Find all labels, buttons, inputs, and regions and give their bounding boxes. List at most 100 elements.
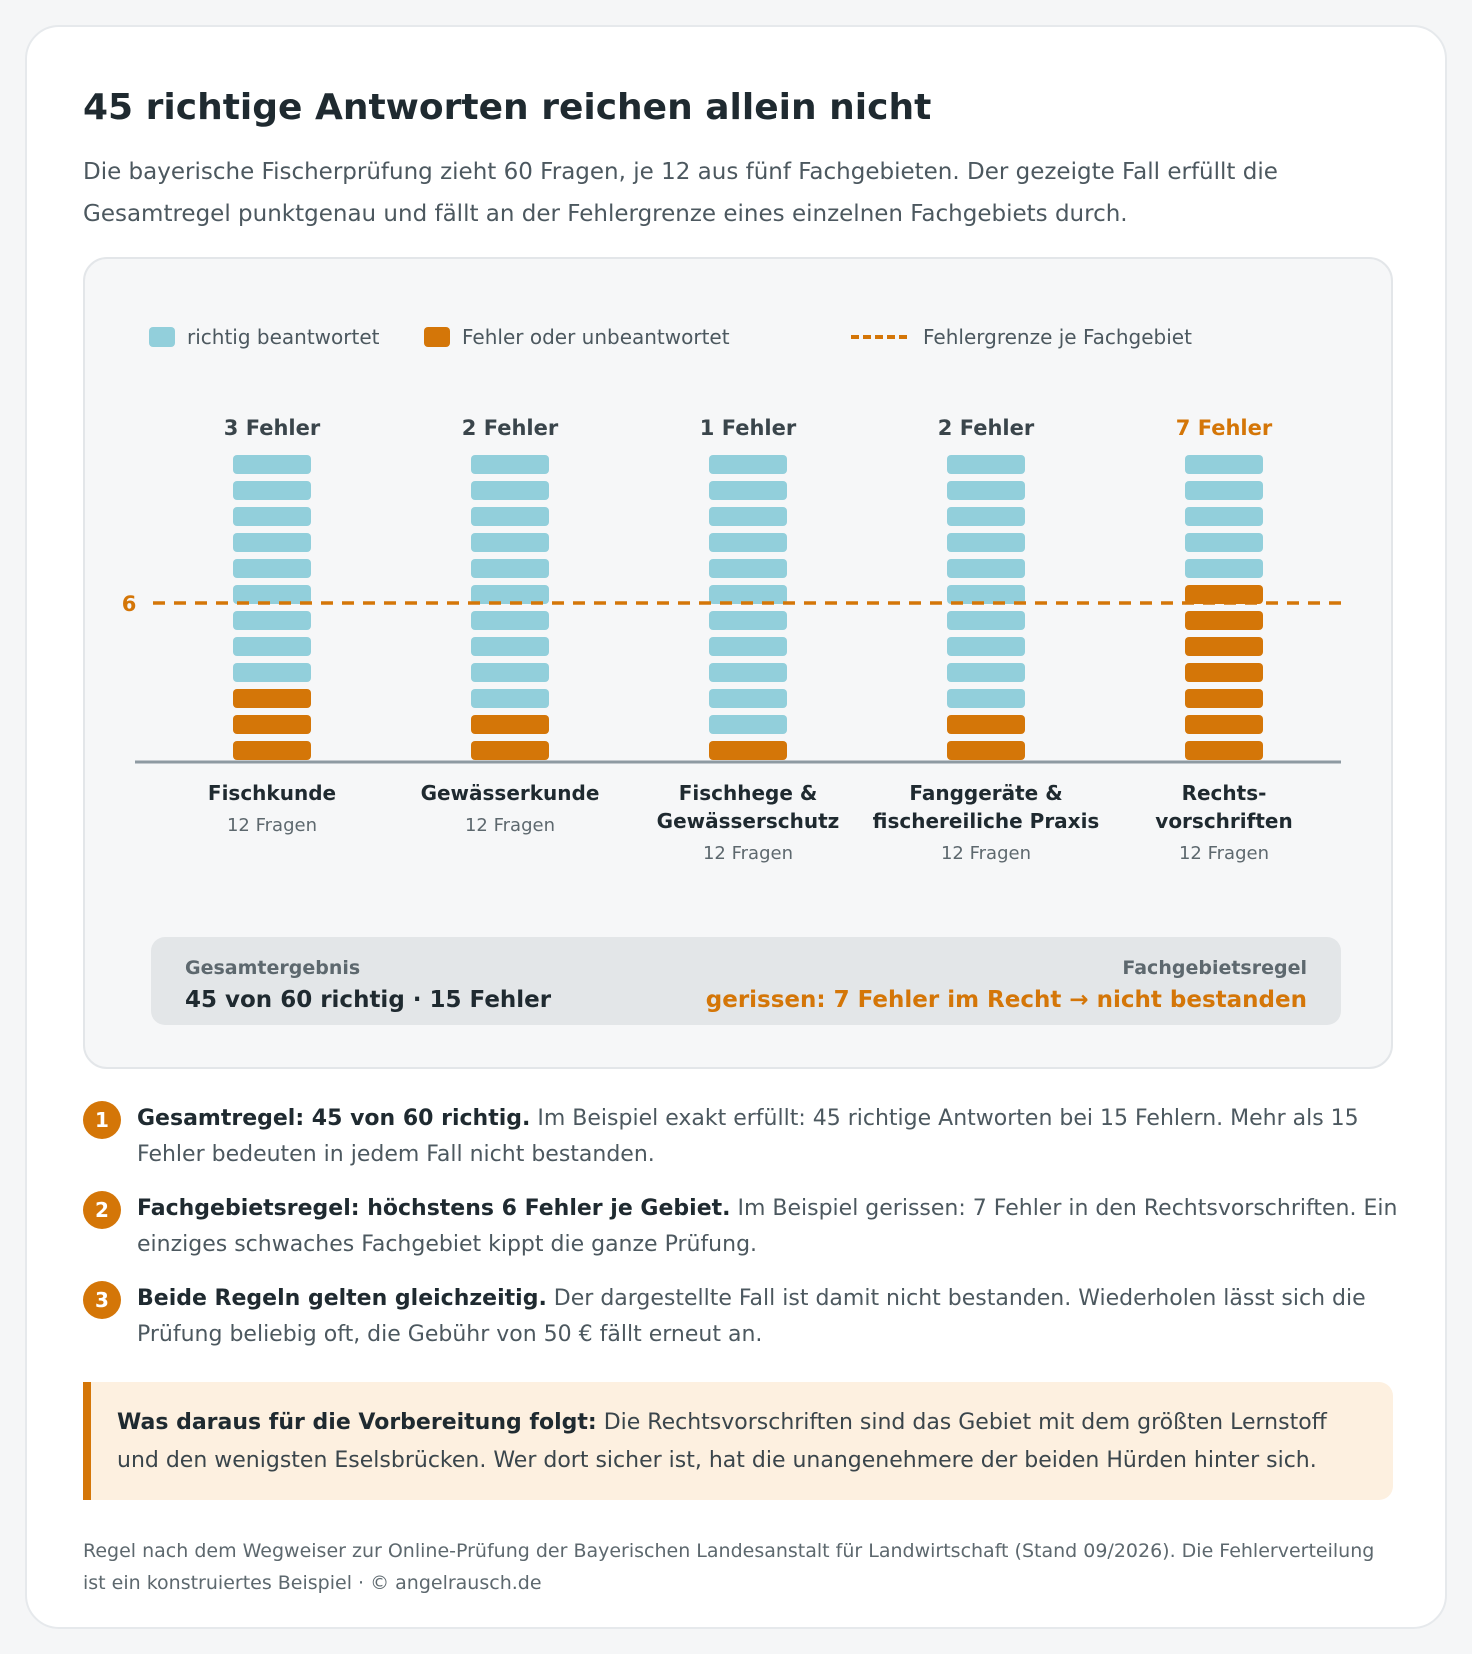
rule-item: 3 Beide Regeln gelten gleichzeitig. Der … xyxy=(83,1281,1403,1353)
correct-block xyxy=(947,559,1025,578)
correct-block xyxy=(1185,481,1263,500)
legend-swatch-correct xyxy=(149,327,175,347)
result-total: Gesamtergebnis 45 von 60 richtig · 15 Fe… xyxy=(185,955,551,1019)
correct-block xyxy=(947,455,1025,474)
error-block xyxy=(1185,715,1263,734)
result-rule: Fachgebietsregel gerissen: 7 Fehler im R… xyxy=(706,955,1307,1019)
infographic-card: 45 richtige Antworten reichen allein nic… xyxy=(25,25,1447,1629)
rule-number-badge: 3 xyxy=(83,1281,121,1319)
error-block xyxy=(1185,611,1263,630)
correct-block xyxy=(709,663,787,682)
correct-block xyxy=(233,663,311,682)
correct-block xyxy=(1185,455,1263,474)
rule-number-badge: 1 xyxy=(83,1101,121,1139)
correct-block xyxy=(471,455,549,474)
correct-block xyxy=(471,663,549,682)
correct-block xyxy=(709,715,787,734)
rule-text: Im Beispiel exakt erfüllt: 45 richtige A… xyxy=(137,1106,1359,1167)
correct-block xyxy=(709,689,787,708)
error-block xyxy=(233,715,311,734)
correct-block xyxy=(233,559,311,578)
category-label: Fischkunde xyxy=(208,781,336,805)
chart-legend: richtig beantwortet Fehler oder unbeantw… xyxy=(85,317,1391,357)
correct-block xyxy=(233,481,311,500)
correct-block xyxy=(947,585,1025,604)
correct-block xyxy=(233,637,311,656)
correct-block xyxy=(709,637,787,656)
correct-block xyxy=(233,585,311,604)
error-block xyxy=(233,741,311,760)
chart-panel: richtig beantwortet Fehler oder unbeantw… xyxy=(83,257,1393,1069)
error-block xyxy=(471,741,549,760)
correct-block xyxy=(709,481,787,500)
error-count-label: 2 Fehler xyxy=(462,416,559,440)
correct-block xyxy=(947,663,1025,682)
error-block xyxy=(947,741,1025,760)
correct-block xyxy=(471,637,549,656)
category-label: Gewässerschutz xyxy=(657,809,840,833)
correct-block xyxy=(709,611,787,630)
error-block xyxy=(709,741,787,760)
legend-label-correct: richtig beantwortet xyxy=(187,325,380,349)
category-sublabel: 12 Fragen xyxy=(465,815,555,836)
result-summary: Gesamtergebnis 45 von 60 richtig · 15 Fe… xyxy=(151,937,1341,1025)
correct-block xyxy=(471,533,549,552)
category-sublabel: 12 Fragen xyxy=(1179,843,1269,864)
legend-item-correct: richtig beantwortet xyxy=(149,317,379,357)
error-block xyxy=(233,689,311,708)
correct-block xyxy=(471,585,549,604)
correct-block xyxy=(947,481,1025,500)
legend-label-error: Fehler oder unbeantwortet xyxy=(462,325,730,349)
result-rule-value: gerissen: 7 Fehler im Recht → nicht best… xyxy=(705,987,1307,1013)
error-count-label: 3 Fehler xyxy=(224,416,321,440)
category-sublabel: 12 Fragen xyxy=(703,843,793,864)
rule-heading: Fachgebietsregel: höchstens 6 Fehler je … xyxy=(137,1196,731,1221)
category-label: Rechts- xyxy=(1182,781,1267,805)
rule-number-badge: 2 xyxy=(83,1191,121,1229)
correct-block xyxy=(947,611,1025,630)
page-title: 45 richtige Antworten reichen allein nic… xyxy=(83,87,932,128)
error-count-label: 7 Fehler xyxy=(1176,416,1273,440)
correct-block xyxy=(471,481,549,500)
rules-list: 1 Gesamtregel: 45 von 60 richtig. Im Bei… xyxy=(83,1101,1403,1371)
result-rule-label: Fachgebietsregel xyxy=(1122,957,1307,979)
correct-block xyxy=(709,507,787,526)
correct-block xyxy=(709,585,787,604)
category-label: Gewässerkunde xyxy=(421,781,600,805)
category-label: vorschriften xyxy=(1155,809,1292,833)
legend-item-error: Fehler oder unbeantwortet xyxy=(424,317,730,357)
correct-block xyxy=(947,689,1025,708)
rule-heading: Gesamtregel: 45 von 60 richtig. xyxy=(137,1106,531,1131)
rule-text: Der dargestellte Fall ist damit nicht be… xyxy=(137,1286,1366,1347)
error-block xyxy=(1185,585,1263,604)
result-total-value: 45 von 60 richtig · 15 Fehler xyxy=(185,987,552,1013)
correct-block xyxy=(1185,559,1263,578)
legend-item-limit: Fehlergrenze je Fachgebiet xyxy=(851,317,1192,357)
callout-text: Die Rechtsvorschriften sind das Gebiet m… xyxy=(117,1410,1327,1473)
source-footer: Regel nach dem Wegweiser zur Online-Prüf… xyxy=(83,1540,1375,1594)
legend-label-limit: Fehlergrenze je Fachgebiet xyxy=(923,325,1192,349)
error-block xyxy=(1185,663,1263,682)
preparation-callout: Was daraus für die Vorbereitung folgt: D… xyxy=(83,1382,1393,1500)
limit-line-label: 6 xyxy=(122,592,137,616)
rule-text: Im Beispiel gerissen: 7 Fehler in den Re… xyxy=(137,1196,1398,1257)
correct-block xyxy=(947,507,1025,526)
correct-block xyxy=(233,533,311,552)
error-count-label: 2 Fehler xyxy=(938,416,1035,440)
correct-block xyxy=(471,611,549,630)
correct-block xyxy=(233,611,311,630)
correct-block xyxy=(709,455,787,474)
legend-swatch-error xyxy=(424,327,450,347)
correct-block xyxy=(471,689,549,708)
correct-block xyxy=(947,637,1025,656)
error-block xyxy=(1185,637,1263,656)
rule-item: 2 Fachgebietsregel: höchstens 6 Fehler j… xyxy=(83,1191,1403,1263)
correct-block xyxy=(1185,533,1263,552)
correct-block xyxy=(947,533,1025,552)
correct-block xyxy=(1185,507,1263,526)
correct-block xyxy=(233,455,311,474)
correct-block xyxy=(471,507,549,526)
correct-block xyxy=(233,507,311,526)
category-label: Fischhege & xyxy=(679,781,818,805)
legend-swatch-limit xyxy=(851,335,907,339)
